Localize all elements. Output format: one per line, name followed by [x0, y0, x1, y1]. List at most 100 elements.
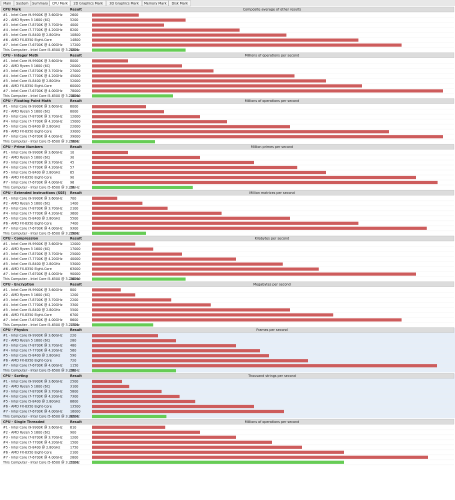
tab-label[interactable]: Main — [3, 1, 11, 5]
tab[interactable] — [70, 0, 107, 7]
result-value: 20000 — [70, 64, 81, 68]
cpu-name: #3 - Intel Core i7-8700K @ 3.70GHz — [3, 161, 63, 165]
result-value: 60000 — [70, 84, 81, 88]
result-value: 280 — [70, 339, 76, 343]
result-value: 26000 — [70, 277, 81, 281]
cpu-name: #4 - Intel Core i7-7700K @ 4.20GHz — [3, 349, 63, 353]
cpu-name: #2 - AMD Ryzen 5 1600 (6C) — [3, 430, 50, 434]
section-header — [0, 52, 455, 58]
cpu-name: #5 - Intel Core i5-8400 @ 2.80GHz — [3, 79, 61, 83]
result-value: 720 — [70, 359, 76, 363]
result-value: 17000 — [70, 247, 81, 251]
result-bar — [92, 125, 290, 129]
result-value: 16000 — [70, 410, 81, 414]
tab-label[interactable]: Memory Mark — [144, 1, 167, 5]
tab[interactable] — [49, 0, 71, 7]
cpu-name: #6 - AMD FX-8350 Eight-Core — [3, 267, 52, 271]
result-header: Result — [70, 374, 82, 378]
result-value: 6200 — [70, 415, 78, 419]
result-value: 63000 — [70, 267, 81, 271]
result-value: 1400 — [70, 201, 78, 205]
result-bar — [92, 460, 344, 464]
cpu-name: #5 - Intel Core i5-8400 @ 2.80GHz — [3, 33, 61, 37]
result-value: 39000 — [70, 135, 81, 139]
cpu-name: #2 - AMD Ryzen 5 1600 (6C) — [3, 156, 50, 160]
result-bar — [92, 196, 118, 200]
result-value: 90000 — [70, 272, 81, 276]
cpu-name: #5 - Intel Core i5-8400 @ 2.80GHz — [3, 171, 61, 175]
result-value: 96 — [70, 181, 74, 185]
result-bar — [92, 175, 416, 180]
result-bar — [92, 226, 427, 230]
tab[interactable] — [13, 0, 31, 7]
cpu-name: #6 - AMD FX-8350 Eight-Core — [3, 313, 52, 317]
section-header — [0, 98, 455, 104]
cpu-name: #3 - Intel Core i7-8700K @ 3.70GHz — [3, 298, 63, 302]
result-value: 25000 — [70, 252, 81, 256]
tab[interactable] — [30, 0, 50, 7]
result-bar — [92, 105, 146, 109]
cpu-name: #7 - Intel Core i7-6700K @ 4.00GHz — [3, 364, 63, 368]
result-value: 13500 — [70, 405, 81, 409]
result-value: 52000 — [70, 79, 81, 83]
result-value: 220 — [70, 334, 76, 338]
result-value: 33000 — [70, 130, 81, 134]
cpu-name: #5 - Intel Core i5-8400 @ 2.80GHz — [3, 262, 61, 266]
section-title: CPU - Encryption — [3, 282, 35, 286]
result-bar — [92, 28, 240, 32]
scale-caption: Thousand strings per second — [247, 374, 296, 378]
result-value: 560 — [70, 349, 76, 353]
cpu-name: #4 - Intel Core i7-7700K @ 4.20GHz — [3, 303, 63, 307]
cpu-name: #4 - Intel Core i7-7700K @ 4.20GHz — [3, 28, 63, 32]
result-header: Result — [70, 420, 82, 424]
tab-label[interactable]: System — [16, 1, 28, 5]
cpu-name: #6 - AMD FX-8350 Eight-Core — [3, 176, 52, 180]
result-value: 8000 — [70, 59, 78, 63]
section-title: CPU Mark — [3, 8, 22, 12]
cpu-name: #4 - Intel Core i7-7700K @ 4.20GHz — [3, 395, 63, 399]
cpu-name: #4 - Intel Core i7-7700K @ 4.20GHz — [3, 166, 63, 170]
result-value: 18000 — [70, 94, 81, 98]
cpu-name: #4 - Intel Core i7-7700K @ 4.20GHz — [3, 257, 63, 261]
result-bar — [92, 308, 290, 312]
result-bar — [92, 435, 236, 439]
result-value: 40000 — [70, 257, 81, 261]
result-value: 590 — [70, 354, 76, 358]
cpu-name: #4 - Intel Core i7-7700K @ 4.20GHz — [3, 211, 63, 215]
result-value: 3600 — [70, 211, 78, 215]
result-bar — [92, 399, 196, 404]
tab-label[interactable]: Summary — [32, 1, 48, 5]
cpu-name: This Computer - Intel Core i5-6500 @ 3.2… — [2, 48, 80, 52]
tab-label[interactable]: 2D Graphics Mark — [73, 1, 103, 5]
result-bar — [92, 430, 200, 434]
result-value: 22000 — [70, 125, 81, 129]
section-title: CPU - Extended Instructions (SSE) — [3, 191, 67, 195]
tab-label[interactable]: 3D Graphics Mark — [109, 1, 139, 5]
result-bar — [92, 349, 260, 353]
tab[interactable] — [106, 0, 142, 7]
result-bar — [92, 293, 136, 297]
cpu-name: #7 - Intel Core i7-6700K @ 4.00GHz — [3, 410, 63, 414]
result-bar — [92, 231, 146, 235]
tab[interactable] — [0, 0, 14, 7]
result-value: 12000 — [70, 242, 81, 246]
result-header: Result — [70, 282, 82, 286]
cpu-name: This Computer - Intel Core i5-6500 @ 3.2… — [2, 277, 80, 281]
result-bar — [92, 201, 143, 205]
tab-label[interactable]: Disk Mark — [172, 1, 188, 5]
result-bar — [92, 394, 180, 399]
section-title: CPU - Prime Numbers — [3, 145, 43, 149]
result-value: 800 — [70, 288, 76, 292]
result-bar — [92, 404, 254, 409]
tab[interactable] — [168, 0, 191, 7]
result-value: 5500 — [70, 216, 78, 220]
tab[interactable] — [142, 0, 169, 7]
result-header: Result — [70, 53, 82, 57]
result-bar — [92, 298, 172, 302]
result-value: 65 — [70, 171, 74, 175]
cpu-name: #2 - AMD Ryzen 5 1600 (6C) — [3, 18, 50, 22]
result-header: Result — [70, 8, 82, 12]
cpu-name: #2 - AMD Ryzen 5 1600 (6C) — [3, 293, 50, 297]
tab-label[interactable]: CPU Mark — [52, 1, 68, 5]
section-header — [0, 144, 455, 150]
